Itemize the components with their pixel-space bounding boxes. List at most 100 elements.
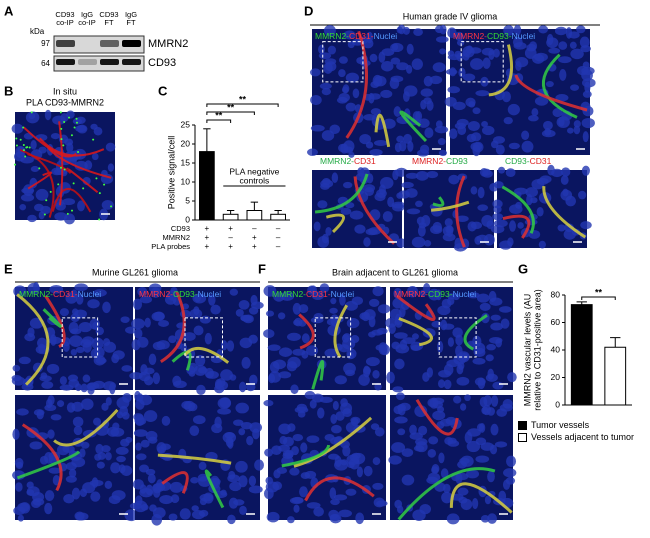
pla-dot — [77, 151, 80, 154]
vessel — [415, 398, 459, 436]
nucleus — [248, 475, 257, 487]
nucleus — [11, 374, 22, 382]
nucleus — [470, 142, 483, 151]
nucleus — [152, 372, 161, 385]
bar — [604, 346, 627, 406]
nucleus — [578, 190, 587, 200]
nucleus — [235, 309, 244, 317]
nucleus — [63, 213, 76, 225]
nucleus — [52, 115, 66, 125]
nucleus — [394, 358, 405, 370]
nucleus — [409, 424, 417, 435]
nucleus — [386, 371, 395, 384]
nucleus — [391, 43, 399, 51]
nucleus — [354, 224, 366, 234]
nucleus — [394, 416, 408, 424]
vessel — [66, 167, 99, 194]
nucleus — [509, 220, 517, 232]
nucleus — [208, 294, 216, 306]
nucleus — [545, 80, 554, 88]
nucleus — [392, 169, 399, 181]
nucleus — [458, 67, 466, 78]
y-tick-label: 60 — [551, 317, 561, 327]
nucleus — [294, 317, 303, 327]
nucleus — [82, 374, 91, 383]
nucleus — [349, 457, 360, 470]
nucleus — [131, 339, 141, 351]
vessel — [399, 110, 428, 143]
nucleus — [544, 127, 552, 136]
nucleus — [477, 186, 485, 199]
nucleus — [459, 457, 470, 465]
y-tick-label: 25 — [181, 119, 191, 129]
nucleus — [164, 294, 177, 305]
legend-text: Vessels adjacent to tumor — [531, 432, 635, 442]
nucleus — [330, 498, 340, 506]
nucleus — [84, 160, 93, 171]
nucleus — [481, 125, 495, 136]
nucleus — [447, 337, 455, 347]
nucleus — [323, 24, 336, 37]
nucleus — [298, 304, 309, 314]
nucleus — [80, 339, 92, 348]
nucleus — [38, 146, 47, 154]
nucleus — [536, 177, 549, 185]
nucleus — [65, 462, 77, 471]
nucleus — [32, 492, 45, 503]
nucleus — [57, 400, 65, 408]
nucleus — [66, 402, 76, 413]
pla-dot — [60, 138, 63, 141]
nucleus — [239, 337, 253, 349]
row-value: – — [276, 233, 281, 242]
nucleus — [159, 494, 174, 505]
nucleus — [292, 433, 304, 442]
nucleus — [95, 443, 104, 455]
nucleus — [472, 498, 479, 510]
nucleus — [93, 355, 106, 366]
blot-band — [100, 40, 119, 47]
nucleus — [338, 92, 350, 103]
nucleus — [309, 285, 317, 295]
nucleus — [526, 193, 533, 206]
nucleus — [144, 317, 151, 328]
nucleus — [91, 152, 99, 161]
nucleus — [415, 170, 429, 181]
nucleus — [547, 164, 555, 176]
lane-label: IgG — [81, 10, 93, 19]
nucleus — [487, 470, 495, 483]
nucleus — [356, 466, 363, 478]
nucleus — [365, 356, 380, 367]
nucleus — [206, 371, 219, 379]
label-part: MMRN2- — [272, 289, 306, 299]
nucleus — [579, 36, 590, 48]
label-part: MMRN2- — [139, 289, 173, 299]
nucleus — [11, 123, 24, 134]
nucleus — [329, 307, 338, 314]
nucleus — [192, 415, 206, 425]
sig-bracket — [206, 111, 255, 115]
nucleus — [40, 372, 48, 380]
nucleus — [148, 353, 157, 365]
vessel — [455, 175, 466, 248]
nucleus — [569, 41, 577, 49]
lane-label: CD93 — [55, 10, 74, 19]
nucleus — [173, 380, 187, 389]
row-value: – — [276, 224, 281, 233]
nucleus — [148, 283, 162, 294]
nucleus — [538, 25, 549, 34]
nucleus — [240, 315, 253, 322]
nucleus — [372, 482, 384, 490]
nucleus — [124, 509, 138, 522]
nucleus — [49, 285, 64, 294]
pla-dot — [60, 127, 63, 130]
nucleus — [407, 140, 414, 152]
nucleus — [476, 293, 490, 303]
nucleus — [217, 408, 232, 415]
nucleus — [521, 130, 530, 141]
nucleus — [135, 442, 142, 451]
nucleus — [235, 402, 250, 414]
nucleus — [50, 414, 62, 421]
nucleus — [500, 318, 510, 329]
nucleus — [558, 56, 572, 64]
nucleus — [156, 479, 164, 492]
